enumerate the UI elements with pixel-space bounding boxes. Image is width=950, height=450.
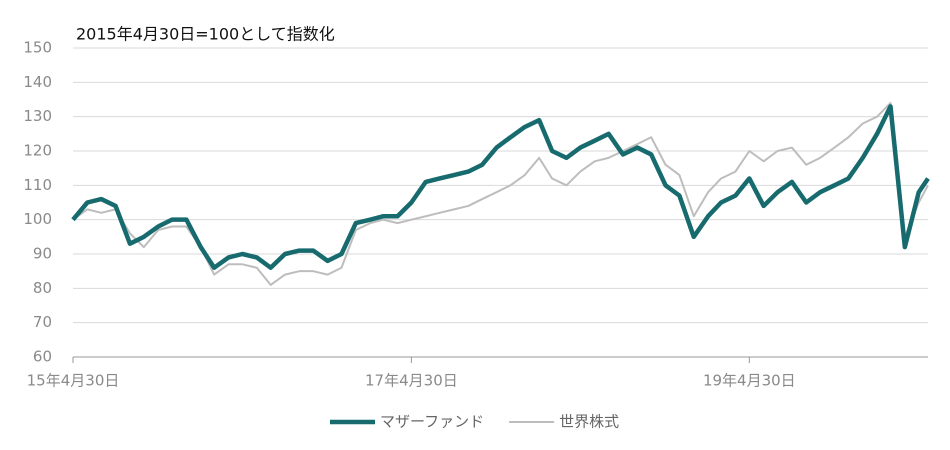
y-tick-label: 70 xyxy=(33,313,52,331)
series-line xyxy=(71,104,930,270)
x-tick-label: 17年4月30日 xyxy=(365,372,458,390)
annotation: 2015年4月30日=100として指数化 xyxy=(76,25,335,44)
legend-label: マザーファンド xyxy=(380,413,484,431)
y-tick-label: 100 xyxy=(23,210,52,228)
y-tick-label: 150 xyxy=(23,39,52,57)
y-tick-label: 80 xyxy=(33,279,52,297)
y-tick-label: 60 xyxy=(33,348,52,366)
series-line xyxy=(72,101,929,286)
y-tick-label: 110 xyxy=(23,176,52,194)
legend-label: 世界株式 xyxy=(559,413,619,431)
x-tick-label: 15年4月30日 xyxy=(27,372,120,390)
y-tick-label: 140 xyxy=(23,73,52,91)
y-tick-label: 120 xyxy=(23,142,52,160)
x-tick-label: 19年4月30日 xyxy=(703,372,796,390)
y-tick-label: 130 xyxy=(23,107,52,125)
y-tick-label: 90 xyxy=(33,245,52,263)
